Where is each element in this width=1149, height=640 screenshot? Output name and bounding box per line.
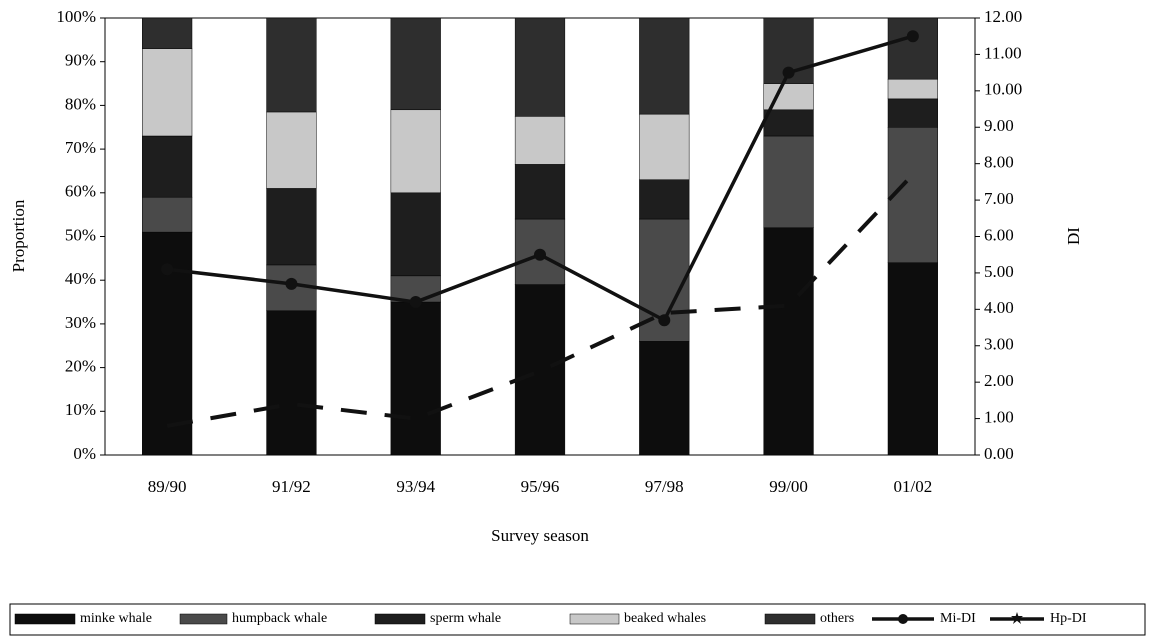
- legend-swatch: [179, 613, 228, 625]
- line-marker: [906, 30, 919, 43]
- x-tick-label: 99/00: [769, 477, 808, 496]
- legend-box: [9, 603, 1146, 636]
- bar-segment: [266, 188, 317, 266]
- y-tick-label: 60%: [65, 182, 96, 201]
- line-marker: [161, 263, 174, 276]
- bar-segment: [514, 116, 566, 165]
- line-marker: [658, 314, 671, 327]
- legend-label: Hp-DI: [1050, 611, 1087, 626]
- legend-label: beaked whales: [624, 611, 706, 626]
- legend-label: humpback whale: [232, 611, 327, 626]
- bar-segment: [514, 284, 566, 456]
- legend-label: sperm whale: [430, 611, 501, 626]
- x-tick-label: 91/92: [272, 477, 311, 496]
- y-tick-label: 20%: [65, 357, 96, 376]
- y-tick-label: 90%: [65, 51, 96, 70]
- y-tick-label: 30%: [65, 313, 96, 332]
- y2-axis-title: DI: [1064, 227, 1083, 245]
- bar-segment: [142, 17, 193, 49]
- bar-segment: [639, 113, 690, 180]
- bar-segment: [514, 218, 566, 285]
- y-tick-label: 10%: [65, 400, 96, 419]
- bar-segment: [887, 98, 938, 128]
- y2-tick-label: 6.00: [984, 225, 1014, 244]
- legend-marker: [1011, 612, 1023, 624]
- y2-tick-label: 7.00: [984, 189, 1014, 208]
- bar-segment: [639, 179, 690, 220]
- x-tick-label: 01/02: [893, 477, 932, 496]
- line-marker: [409, 296, 422, 309]
- bar-segment: [390, 109, 441, 194]
- legend-label: Mi-DI: [940, 611, 976, 626]
- y2-tick-label: 4.00: [984, 298, 1014, 317]
- bar-segment: [887, 262, 938, 456]
- legend-swatch: [569, 613, 620, 625]
- y2-tick-label: 9.00: [984, 116, 1014, 135]
- x-tick-label: 97/98: [645, 477, 684, 496]
- bar-segment: [266, 310, 317, 456]
- y2-tick-label: 3.00: [984, 335, 1014, 354]
- y2-tick-label: 0.00: [984, 444, 1014, 463]
- line-marker: [285, 277, 298, 290]
- bar-segment: [142, 48, 193, 137]
- y2-tick-label: 2.00: [984, 371, 1014, 390]
- bar-segment: [887, 17, 938, 80]
- bar-segment: [514, 17, 566, 117]
- legend-swatch: [374, 613, 426, 625]
- legend-swatch: [14, 613, 76, 625]
- bar-segment: [763, 109, 814, 137]
- x-tick-label: 93/94: [396, 477, 435, 496]
- bar-segment: [639, 341, 690, 456]
- bar-segment: [390, 192, 441, 277]
- bar-segment: [390, 301, 441, 456]
- y-axis-title: Proportion: [9, 199, 28, 272]
- legend-marker: [898, 614, 908, 624]
- bar-segment: [887, 127, 938, 263]
- y-tick-label: 100%: [56, 7, 96, 26]
- y-tick-label: 70%: [65, 138, 96, 157]
- y-tick-label: 80%: [65, 94, 96, 113]
- legend-label: others: [820, 611, 854, 626]
- line-marker: [534, 248, 546, 261]
- legend-swatch: [764, 613, 816, 625]
- legend-label: minke whale: [80, 611, 152, 626]
- x-tick-label: 95/96: [521, 477, 560, 496]
- line-marker: [782, 66, 795, 79]
- bar-segment: [266, 111, 317, 189]
- bar-segment: [142, 135, 193, 198]
- bar-segment: [887, 78, 938, 100]
- bar-segment: [266, 17, 317, 113]
- x-axis-title: Survey season: [491, 526, 589, 545]
- x-tick-label: 89/90: [148, 477, 187, 496]
- bar-segment: [514, 164, 566, 220]
- y2-tick-label: 12.00: [984, 7, 1022, 26]
- y2-tick-label: 1.00: [984, 407, 1014, 426]
- y-tick-label: 0%: [73, 444, 96, 463]
- y2-tick-label: 10.00: [984, 80, 1022, 99]
- bar-segment: [390, 17, 441, 111]
- bar-segment: [763, 135, 814, 229]
- bar-segment: [763, 227, 814, 456]
- legend: minke whale humpback whale sperm whale beak…: [14, 611, 1087, 626]
- bar-segment: [639, 17, 690, 115]
- y2-tick-label: 5.00: [984, 262, 1014, 281]
- y2-tick-label: 11.00: [984, 43, 1022, 62]
- y-tick-label: 50%: [65, 225, 96, 244]
- y-tick-label: 40%: [65, 269, 96, 288]
- y2-tick-label: 8.00: [984, 153, 1014, 172]
- bar-segment: [142, 196, 193, 233]
